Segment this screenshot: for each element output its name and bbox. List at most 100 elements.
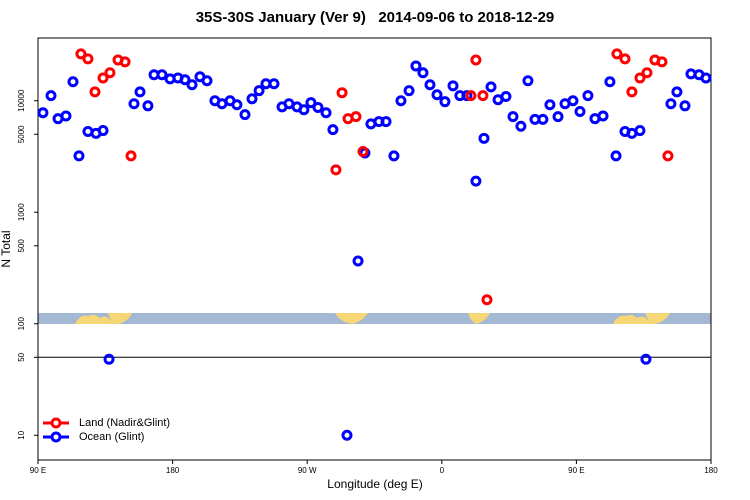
point — [268, 78, 280, 90]
y-tick-label: 100 — [17, 317, 26, 331]
point — [103, 353, 115, 365]
y-axis-label: N Total — [0, 230, 13, 267]
point — [431, 89, 443, 101]
point — [500, 91, 512, 103]
point — [119, 56, 131, 68]
point — [461, 90, 473, 102]
point — [403, 85, 415, 97]
point — [179, 74, 191, 86]
point — [447, 80, 459, 92]
point — [597, 110, 609, 122]
point — [656, 56, 668, 68]
point — [134, 86, 146, 98]
y-tick-label: 500 — [17, 239, 26, 253]
point — [610, 150, 622, 162]
point — [537, 113, 549, 125]
point — [246, 93, 258, 105]
point — [156, 69, 168, 81]
point — [352, 255, 364, 267]
point — [388, 150, 400, 162]
legend-label: Ocean (Glint) — [79, 431, 144, 443]
x-tick-label: 180 — [704, 466, 718, 475]
point — [312, 101, 324, 113]
point — [417, 67, 429, 79]
legend-marker — [50, 417, 62, 429]
point — [357, 146, 369, 158]
point — [350, 111, 362, 123]
point — [611, 48, 623, 60]
point — [75, 48, 87, 60]
point — [320, 107, 332, 119]
x-tick-label: 90 E — [30, 466, 46, 475]
point — [552, 111, 564, 123]
point — [481, 294, 493, 306]
point — [641, 67, 653, 79]
point — [82, 53, 94, 65]
point — [186, 79, 198, 91]
y-tick-label: 50 — [17, 352, 26, 361]
map-strip — [38, 313, 711, 324]
point — [37, 107, 49, 119]
point — [465, 90, 477, 102]
point — [253, 85, 265, 97]
point — [582, 90, 594, 102]
point — [125, 150, 137, 162]
point — [700, 72, 712, 84]
point — [485, 81, 497, 93]
point — [97, 125, 109, 137]
y-tick-label: 1000 — [17, 203, 26, 221]
point — [410, 60, 422, 72]
point — [515, 120, 527, 132]
y-tick-label: 5000 — [17, 125, 26, 143]
chart-title: 35S-30S January (Ver 9) 2014-09-06 to 20… — [196, 9, 555, 26]
point — [395, 95, 407, 107]
point — [89, 86, 101, 98]
legend-label: Land (Nadir&Glint) — [79, 417, 170, 429]
point — [477, 90, 489, 102]
x-tick-label: 90 W — [298, 466, 317, 475]
point — [330, 164, 342, 176]
point — [341, 429, 353, 441]
point — [104, 67, 116, 79]
point — [60, 110, 72, 122]
point — [73, 150, 85, 162]
point — [380, 116, 392, 128]
point — [470, 54, 482, 66]
point — [201, 75, 213, 87]
point — [470, 175, 482, 187]
point — [97, 72, 109, 84]
point — [305, 97, 317, 109]
point — [567, 95, 579, 107]
point — [439, 96, 451, 108]
point — [336, 87, 348, 99]
point — [424, 79, 436, 91]
point — [327, 124, 339, 136]
point — [662, 150, 674, 162]
point — [619, 53, 631, 65]
point — [298, 104, 310, 116]
point — [231, 99, 243, 111]
x-tick-label: 180 — [166, 466, 180, 475]
plot-frame — [37, 37, 712, 461]
point — [634, 125, 646, 137]
point — [507, 111, 519, 123]
point — [640, 353, 652, 365]
point — [544, 99, 556, 111]
point — [128, 98, 140, 110]
point — [604, 76, 616, 88]
point — [671, 86, 683, 98]
legend-marker — [50, 431, 62, 443]
x-tick-label: 0 — [440, 466, 445, 475]
point — [634, 72, 646, 84]
point — [67, 76, 79, 88]
point — [665, 98, 677, 110]
y-tick-label: 10 — [17, 430, 26, 439]
point — [478, 132, 490, 144]
point — [574, 106, 586, 118]
x-tick-label: 90 E — [568, 466, 584, 475]
point — [45, 90, 57, 102]
point — [626, 86, 638, 98]
point — [142, 100, 154, 112]
y-tick-label: 10000 — [17, 89, 26, 112]
